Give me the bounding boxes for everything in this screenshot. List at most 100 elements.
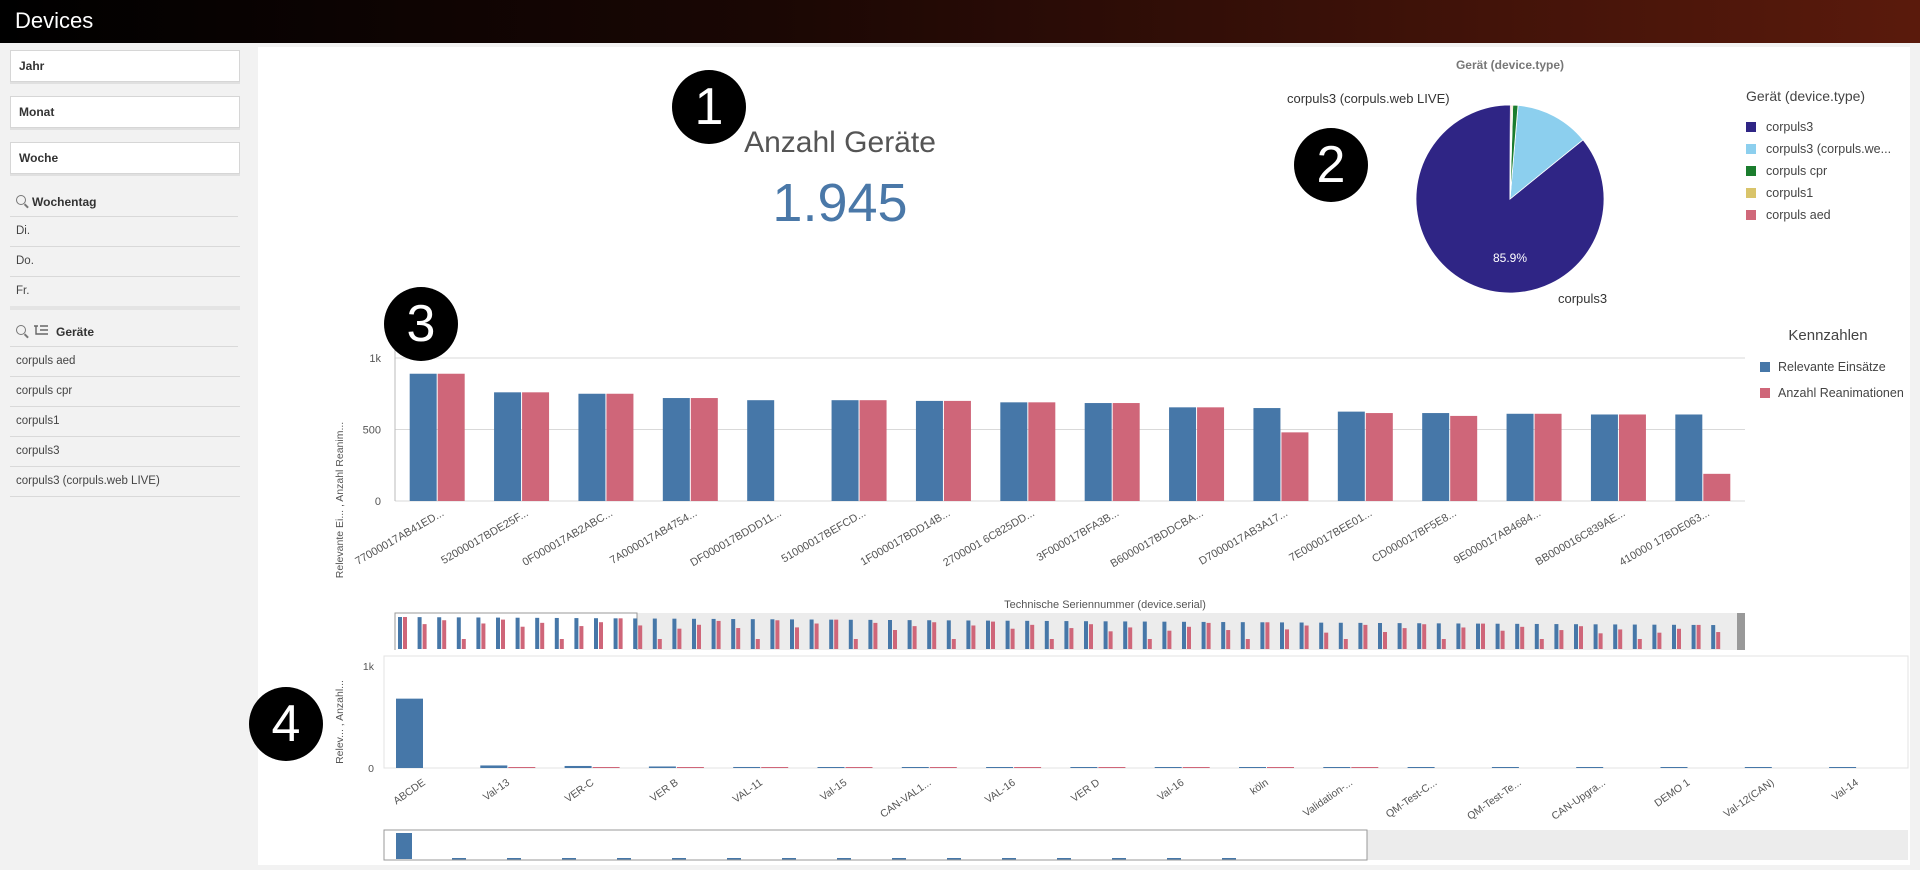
bar[interactable]: [690, 398, 718, 501]
bar[interactable]: [915, 400, 943, 501]
bar[interactable]: [606, 393, 634, 501]
bar[interactable]: [1014, 767, 1042, 768]
bar[interactable]: [1000, 402, 1028, 501]
bar[interactable]: [817, 767, 845, 768]
bar[interactable]: [396, 698, 423, 768]
bar[interactable]: [1618, 414, 1646, 501]
bar[interactable]: [1829, 767, 1857, 768]
bar[interactable]: [929, 767, 957, 768]
mini-bar: [1182, 621, 1186, 649]
bar[interactable]: [1253, 408, 1281, 501]
bar[interactable]: [845, 767, 873, 768]
weekday-item[interactable]: Do.: [10, 247, 240, 277]
bar[interactable]: [761, 767, 789, 768]
legend-item[interactable]: Relevante Einsätze: [1778, 360, 1886, 374]
bar[interactable]: [1534, 413, 1562, 501]
bar[interactable]: [1098, 767, 1126, 768]
mini-bar: [868, 619, 873, 649]
pie-legend-item[interactable]: corpuls3 (corpuls.we...: [1766, 142, 1891, 156]
mini-bar: [1226, 630, 1231, 649]
filter-jahr[interactable]: Jahr: [10, 50, 240, 82]
bar[interactable]: [733, 766, 761, 768]
device-item[interactable]: corpuls cpr: [10, 377, 240, 407]
bar[interactable]: [1267, 767, 1294, 768]
bar[interactable]: [409, 373, 437, 501]
bar[interactable]: [522, 392, 550, 501]
bar[interactable]: [1450, 415, 1478, 501]
mini-bar: [1383, 632, 1387, 649]
bar[interactable]: [1028, 402, 1056, 501]
devices-list-header[interactable]: Geräte: [10, 318, 240, 346]
filter-woche[interactable]: Woche: [10, 142, 240, 174]
bar[interactable]: [1660, 767, 1688, 768]
mini-bar: [1363, 624, 1368, 649]
bar[interactable]: [831, 400, 859, 501]
bar[interactable]: [564, 765, 592, 768]
x-tick-label: 7E000017BEE01...: [1287, 507, 1374, 564]
pie-legend-item[interactable]: corpuls aed: [1766, 208, 1831, 222]
bar[interactable]: [747, 400, 775, 501]
bar[interactable]: [578, 393, 606, 501]
bar[interactable]: [1197, 407, 1225, 501]
bar[interactable]: [1337, 411, 1365, 501]
weekday-item[interactable]: Fr.: [16, 285, 30, 297]
weekday-item[interactable]: Di.: [10, 217, 240, 247]
pie-legend-item[interactable]: corpuls1: [1766, 186, 1813, 200]
legend-item[interactable]: Anzahl Reanimationen: [1778, 386, 1904, 400]
legend-swatch: [1760, 388, 1770, 398]
scroll-window[interactable]: [383, 829, 1368, 861]
bar[interactable]: [859, 400, 887, 501]
bar[interactable]: [494, 392, 522, 501]
bar[interactable]: [1422, 413, 1450, 501]
bar[interactable]: [986, 767, 1014, 768]
mini-bar: [927, 620, 932, 649]
bar[interactable]: [1070, 767, 1098, 768]
bar[interactable]: [508, 767, 536, 768]
mini-bar: [1089, 624, 1093, 649]
pie-slice[interactable]: [1509, 104, 1512, 200]
bar[interactable]: [1576, 767, 1604, 768]
bar[interactable]: [1169, 407, 1197, 501]
bar[interactable]: [592, 767, 620, 768]
device-item[interactable]: corpuls3 (corpuls.web LIVE): [10, 467, 240, 497]
bar[interactable]: [1744, 767, 1772, 768]
bar[interactable]: [480, 765, 508, 768]
bar[interactable]: [1084, 403, 1112, 501]
bar[interactable]: [1239, 767, 1266, 768]
device-item[interactable]: corpuls3: [10, 437, 240, 467]
bar[interactable]: [662, 398, 690, 501]
bar[interactable]: [1491, 767, 1519, 768]
device-item[interactable]: corpuls1: [10, 407, 240, 437]
bar[interactable]: [1703, 473, 1731, 501]
bar[interactable]: [437, 373, 465, 501]
search-icon[interactable]: [16, 195, 26, 205]
bar[interactable]: [648, 766, 676, 768]
filter-monat[interactable]: Monat: [10, 96, 240, 128]
bar[interactable]: [1407, 767, 1435, 768]
bar[interactable]: [1281, 432, 1309, 501]
search-icon[interactable]: [16, 325, 26, 335]
bar[interactable]: [1506, 413, 1534, 501]
bar[interactable]: [676, 767, 704, 768]
bar[interactable]: [1590, 414, 1618, 501]
bar[interactable]: [1112, 403, 1140, 501]
bar[interactable]: [1154, 767, 1182, 768]
pie-percent-label: 85.9%: [1493, 251, 1527, 265]
bar[interactable]: [901, 767, 929, 768]
bar[interactable]: [1675, 414, 1703, 501]
device-item[interactable]: corpuls aed: [10, 347, 240, 377]
mini-bar: [986, 620, 990, 649]
scroll-handle[interactable]: [1737, 613, 1745, 650]
pie-legend-item[interactable]: corpuls3: [1766, 120, 1813, 134]
bar[interactable]: [1351, 767, 1379, 768]
pie-chart[interactable]: Gerät (device.type) 85.9% corpuls3 (corp…: [1220, 47, 1920, 317]
weekday-list-header[interactable]: Wochentag: [10, 188, 240, 216]
bar-chart-secondary[interactable]: Relev... , Anzahl... 0 1k ABCDE Val-13 VER-C…: [300, 650, 1920, 870]
bar[interactable]: [1365, 413, 1393, 501]
bar[interactable]: [1323, 767, 1351, 768]
pie-slice[interactable]: [1509, 104, 1584, 200]
pie-legend-item[interactable]: corpuls cpr: [1766, 164, 1827, 178]
bar[interactable]: [1182, 767, 1210, 768]
bar-chart-main[interactable]: Technische Seriennummer (device.serial) …: [300, 320, 1910, 650]
bar[interactable]: [943, 400, 971, 501]
